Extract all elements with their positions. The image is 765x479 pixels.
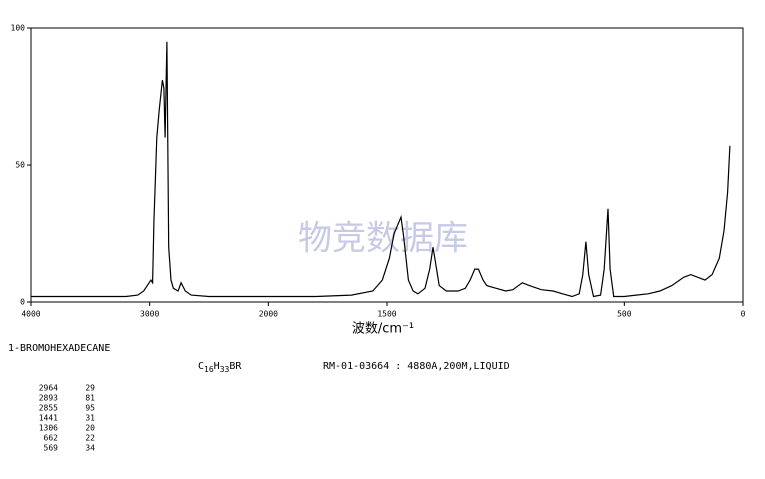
- formula: C16H33BR: [198, 361, 242, 374]
- peak-wavenumber: 2893: [39, 394, 58, 403]
- peak-intensity: 20: [85, 424, 95, 433]
- y-tick-label: 50: [15, 161, 25, 170]
- y-tick-label: 0: [20, 298, 25, 307]
- peak-intensity: 34: [85, 444, 95, 453]
- x-tick-label: 1500: [377, 310, 396, 319]
- x-tick-label: 0: [741, 310, 746, 319]
- peak-intensity: 81: [85, 394, 95, 403]
- peak-wavenumber: 569: [44, 444, 59, 453]
- x-tick-label: 2000: [259, 310, 278, 319]
- x-tick-label: 4000: [21, 310, 40, 319]
- x-tick-label: 3000: [140, 310, 159, 319]
- peak-intensity: 31: [85, 414, 95, 423]
- watermark: 物竞数据库: [298, 219, 468, 259]
- peak-intensity: 22: [85, 434, 95, 443]
- spectrum-line: [31, 41, 731, 298]
- x-tick-label: 500: [617, 310, 632, 319]
- peak-wavenumber: 2855: [39, 404, 58, 413]
- peak-wavenumber: 1306: [39, 424, 58, 433]
- plot-frame: [30, 27, 744, 303]
- compound-name: 1-BROMOHEXADECANE: [8, 343, 110, 354]
- peak-intensity: 29: [85, 384, 95, 393]
- sample-info: RM-01-03664 : 4880A,200M,LIQUID: [323, 361, 510, 372]
- peak-wavenumber: 1441: [39, 414, 58, 423]
- x-axis-label: 波数/cm⁻¹: [352, 322, 414, 337]
- peak-wavenumber: 2964: [39, 384, 58, 393]
- peak-intensity: 95: [85, 404, 95, 413]
- peak-wavenumber: 662: [44, 434, 59, 443]
- y-tick-label: 100: [11, 24, 26, 33]
